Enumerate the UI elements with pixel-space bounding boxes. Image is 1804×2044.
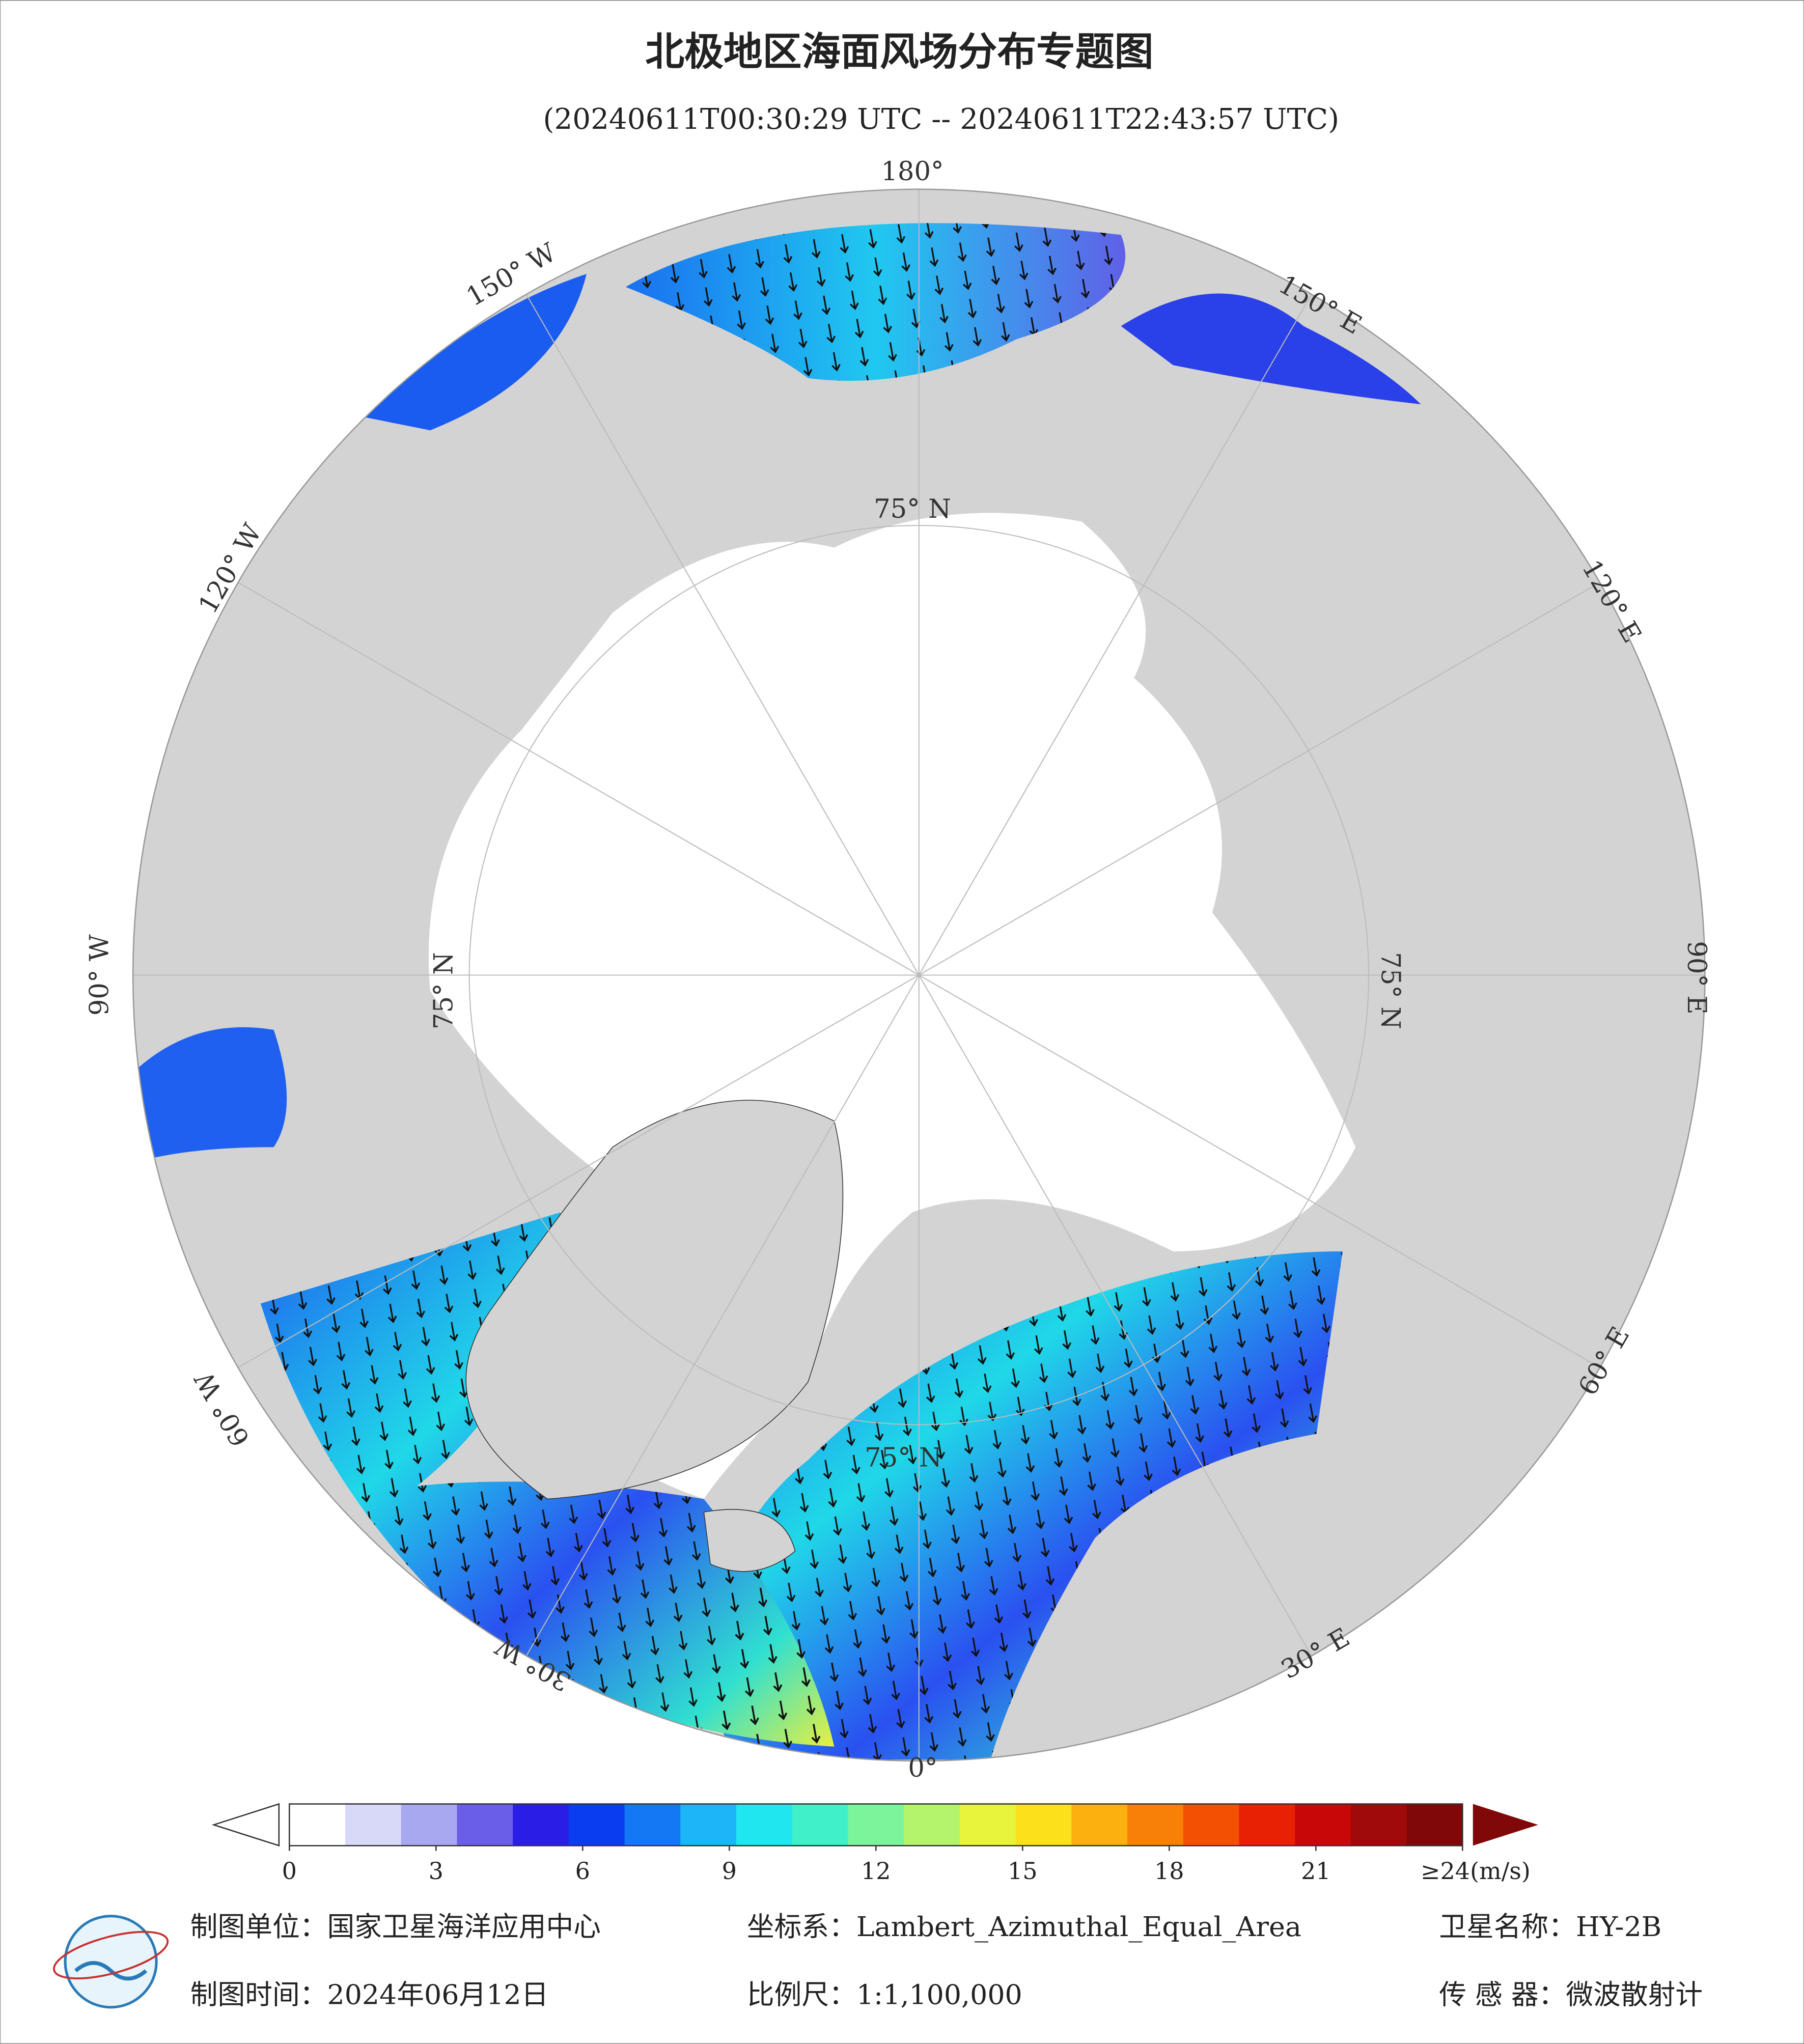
footer-unit: 制图单位：国家卫星海洋应用中心 <box>190 1911 601 1943</box>
colorbar-swatch <box>1183 1804 1240 1846</box>
colorbar-swatch <box>848 1804 905 1846</box>
lat-label: 75° N <box>1375 952 1405 1029</box>
footer-sensor: 传 感 器：微波散射计 <box>1439 1978 1703 2010</box>
colorbar-swatch <box>792 1804 849 1846</box>
lat-label: 75° N <box>874 494 951 524</box>
footer-scale: 比例尺：1:1,100,000 <box>747 1978 1022 2010</box>
colorbar-swatch <box>401 1804 458 1846</box>
logo <box>53 1915 169 2009</box>
colorbar-swatch <box>1127 1804 1184 1846</box>
colorbar-swatch <box>1350 1804 1407 1846</box>
colorbar-swatch <box>345 1804 402 1846</box>
lon-label: 0° <box>908 1753 937 1783</box>
wind-hudson <box>136 1027 287 1160</box>
footer-crs: 坐标系：Lambert_Azimuthal_Equal_Area <box>747 1911 1301 1943</box>
lat-label: 75° N <box>865 1443 942 1473</box>
colorbar-swatch <box>904 1804 961 1846</box>
greenland <box>465 1100 844 1500</box>
colorbar-tick-label: 3 <box>429 1857 443 1885</box>
colorbar-swatch <box>959 1804 1016 1846</box>
colorbar-swatch <box>513 1804 570 1846</box>
colorbar-swatch <box>457 1804 514 1846</box>
colorbar-swatch <box>1071 1804 1128 1846</box>
colorbar-swatch <box>1239 1804 1296 1846</box>
colorbar-tick-label: 18 <box>1154 1857 1184 1885</box>
colorbar: 0 3 6 9 12 15 18 21 ≥24(m/s) <box>211 1803 1538 1885</box>
colorbar-tick-label: 21 <box>1301 1857 1331 1885</box>
colorbar-swatch <box>1295 1804 1352 1846</box>
colorbar-swatch <box>568 1804 625 1846</box>
colorbar-swatch <box>624 1804 681 1846</box>
subtitle: (20240611T00:30:29 UTC -- 20240611T22:43… <box>543 103 1340 136</box>
colorbar-tick-label: ≥24(m/s) <box>1421 1857 1531 1885</box>
colorbar-swatch <box>736 1804 793 1846</box>
title: 北极地区海面风场分布专题图 <box>645 29 1153 75</box>
footer-date: 制图时间：2024年06月12日 <box>190 1978 549 2010</box>
colorbar-swatch <box>289 1804 346 1846</box>
graticule <box>133 189 1705 1761</box>
basemap <box>133 189 1705 1761</box>
colorbar-tick-label: 9 <box>722 1857 737 1885</box>
wind-arrows <box>260 223 1343 1760</box>
colorbar-tick-label: 12 <box>861 1857 891 1885</box>
lat-label: 75° N <box>429 952 459 1029</box>
colorbar-swatch <box>1406 1804 1463 1846</box>
iceland <box>703 1509 796 1572</box>
wind-okhotsk <box>1121 293 1421 405</box>
footer-satellite: 卫星名称：HY-2B <box>1439 1911 1661 1943</box>
colorbar-swatch <box>1015 1804 1072 1846</box>
lon-label: 90° E <box>1681 941 1712 1014</box>
colorbar-swatch <box>680 1804 737 1846</box>
over-triangle <box>1473 1804 1538 1846</box>
lon-label: 90° W <box>85 934 115 1016</box>
map-border <box>132 188 1706 1762</box>
colorbar-tick-label: 0 <box>282 1857 297 1885</box>
lon-label: 180° <box>881 156 943 187</box>
colorbar-tick-label: 6 <box>575 1857 590 1885</box>
wind-alaska <box>365 274 587 431</box>
colorbar-tick-label: 15 <box>1008 1857 1038 1885</box>
under-triangle <box>211 1803 280 1847</box>
